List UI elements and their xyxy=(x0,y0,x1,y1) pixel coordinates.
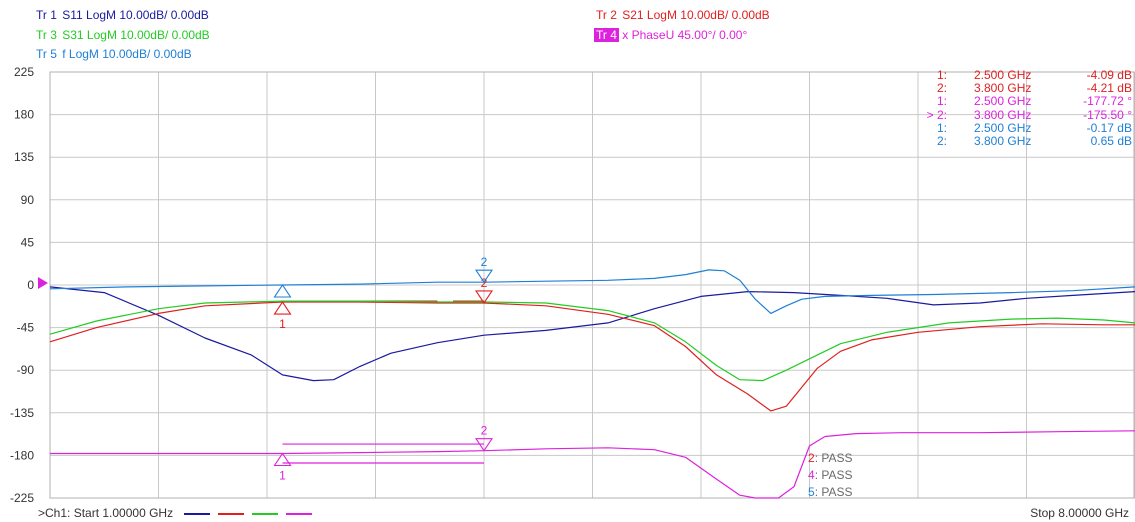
pass-trace-number: 5 xyxy=(808,485,815,499)
marker-frequency: 3.800 GHz xyxy=(974,81,1032,96)
y-tick-label: 135 xyxy=(14,150,34,164)
y-tick-labels: 225 180 135 90 45 0 -45 -90 -135 -180 -225 xyxy=(10,65,34,505)
pass-status: : PASS xyxy=(814,485,853,499)
y-tick-label: 180 xyxy=(14,108,34,122)
trace-color-legend xyxy=(176,506,313,520)
marker-frequency: 3.800 GHz xyxy=(974,107,1032,122)
marker-number: 1: xyxy=(936,94,947,109)
pass-trace-number: 2 xyxy=(808,451,815,465)
marker-label: 1 xyxy=(279,317,286,331)
chart-grid xyxy=(49,71,1135,499)
series-f-line xyxy=(49,269,1135,314)
legend-color-dash xyxy=(286,512,313,515)
pass-trace-number: 4 xyxy=(808,468,815,482)
trace-label-3[interactable]: Tr 3 S31 LogM 10.00dB/ 0.00dB xyxy=(34,28,210,42)
marker-frequency: 2.500 GHz xyxy=(974,94,1032,109)
y-tick-label: -135 xyxy=(10,406,34,420)
trace-2-id: Tr 2 xyxy=(596,8,617,22)
reference-level-arrow xyxy=(38,277,48,289)
marker-value: -4.21 dB xyxy=(1086,81,1132,96)
marker-triangle xyxy=(474,269,494,284)
marker-number: 1: xyxy=(936,120,947,135)
y-tick-label: -45 xyxy=(17,321,35,335)
channel-start: >Ch1: Start 1.00000 GHz xyxy=(38,506,313,520)
marker-frequency: 2.500 GHz xyxy=(974,120,1032,135)
trace-3-id: Tr 3 xyxy=(36,28,57,42)
y-tick-label: -180 xyxy=(10,448,34,462)
trace-5-id: Tr 5 xyxy=(36,47,57,61)
marker-frequency: 3.800 GHz xyxy=(974,134,1032,148)
marker-value: -4.09 dB xyxy=(1086,68,1132,82)
marker-triangle xyxy=(474,290,494,304)
trace-label-4[interactable]: Tr 4 x PhaseU 45.00°/ 0.00° xyxy=(594,28,747,42)
marker-value: -175.50 ° xyxy=(1083,107,1132,122)
pass-row: 5: PASS xyxy=(808,485,852,499)
marker-value: -177.72 ° xyxy=(1083,94,1132,109)
series-s31-line xyxy=(49,300,1135,382)
trace-label-2[interactable]: Tr 2 S21 LogM 10.00dB/ 0.00dB xyxy=(594,8,770,22)
trace-4-id: Tr 4 xyxy=(594,28,619,42)
trace-5-desc: f LogM 10.00dB/ 0.00dB xyxy=(62,47,192,61)
y-tick-label: 45 xyxy=(21,235,35,249)
trace-3-desc: S31 LogM 10.00dB/ 0.00dB xyxy=(62,28,210,42)
marker-number: 1: xyxy=(936,68,947,82)
pass-row: 4: PASS xyxy=(808,468,852,482)
marker-triangle xyxy=(273,301,292,315)
marker-value: -0.17 dB xyxy=(1086,120,1132,135)
legend-color-dash xyxy=(252,512,279,515)
marker-number: 2: xyxy=(936,81,947,96)
marker-triangle xyxy=(273,284,292,298)
y-tick-label: 0 xyxy=(27,278,34,292)
marker-label: 2 xyxy=(481,424,488,438)
plot-frame xyxy=(49,71,1135,499)
series-s11-line xyxy=(49,286,1135,382)
trace-label-5[interactable]: Tr 5 f LogM 10.00dB/ 0.00dB xyxy=(34,47,192,61)
marker-frequency: 2.500 GHz xyxy=(974,68,1032,82)
limit-lines xyxy=(282,300,484,464)
pass-status: : PASS xyxy=(814,451,853,465)
marker-label: 2 xyxy=(481,276,488,290)
stop-frequency: Stop 8.00000 GHz xyxy=(1030,506,1129,520)
trace-1-desc: S11 LogM 10.00dB/ 0.00dB xyxy=(62,8,209,22)
marker-label: 1 xyxy=(279,469,286,483)
marker-number: 2: xyxy=(936,134,947,148)
start-frequency: >Ch1: Start 1.00000 GHz xyxy=(38,506,174,520)
trace-label-1[interactable]: Tr 1 S11 LogM 10.00dB/ 0.00dB xyxy=(34,8,209,22)
y-tick-label: 90 xyxy=(21,193,35,207)
series-phase-line xyxy=(50,430,1135,499)
y-tick-label: 225 xyxy=(14,65,34,79)
marker-triangle xyxy=(273,452,292,467)
legend-color-dash xyxy=(218,512,245,515)
marker-number: > 2: xyxy=(926,107,947,122)
y-tick-label: -225 xyxy=(10,491,34,505)
y-tick-label: -90 xyxy=(17,363,35,377)
marker-label: 2 xyxy=(481,255,488,269)
legend-color-dash xyxy=(184,512,211,515)
pass-row: 2: PASS xyxy=(808,451,852,465)
trace-1-id: Tr 1 xyxy=(36,8,57,22)
marker-value: 0.65 dB xyxy=(1090,134,1132,148)
pass-status: : PASS xyxy=(814,468,853,482)
trace-2-desc: S21 LogM 10.00dB/ 0.00dB xyxy=(622,8,770,22)
chart-markers: 1 2 2 1 2 xyxy=(273,255,494,483)
trace-4-desc: x PhaseU 45.00°/ 0.00° xyxy=(622,28,748,42)
marker-triangle xyxy=(474,438,494,452)
